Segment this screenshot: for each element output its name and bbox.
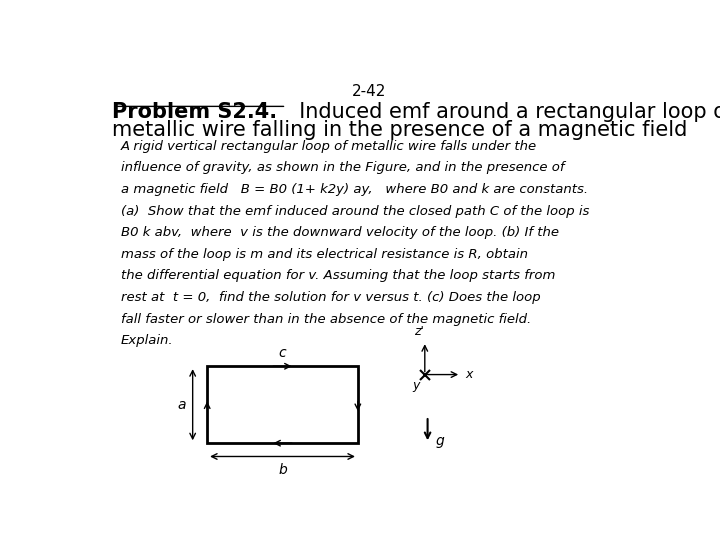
Text: Induced emf around a rectangular loop of: Induced emf around a rectangular loop of [287,102,720,122]
Text: a magnetic field   B = B0 (1+ k2y) ay,   where B0 and k are constants.: a magnetic field B = B0 (1+ k2y) ay, whe… [121,183,588,196]
Text: Problem S2.4.: Problem S2.4. [112,102,277,122]
Text: c: c [279,346,287,360]
Text: x: x [466,368,473,381]
Text: Explain.: Explain. [121,334,174,347]
Text: mass of the loop is m and its electrical resistance is R, obtain: mass of the loop is m and its electrical… [121,248,528,261]
Text: b: b [278,463,287,477]
Bar [207,366,358,443]
Text: fall faster or slower than in the absence of the magnetic field.: fall faster or slower than in the absenc… [121,313,531,326]
Text: A rigid vertical rectangular loop of metallic wire falls under the: A rigid vertical rectangular loop of met… [121,140,537,153]
Text: (a)  Show that the emf induced around the closed path C of the loop is: (a) Show that the emf induced around the… [121,205,589,218]
Text: z': z' [414,325,424,338]
Text: the differential equation for v. Assuming that the loop starts from: the differential equation for v. Assumin… [121,269,555,282]
Text: g: g [436,434,444,448]
Text: y: y [412,379,420,392]
Text: metallic wire falling in the presence of a magnetic field: metallic wire falling in the presence of… [112,120,688,140]
Text: influence of gravity, as shown in the Figure, and in the presence of: influence of gravity, as shown in the Fi… [121,161,564,174]
Text: a: a [177,398,186,411]
Text: B0 k abv,  where  v is the downward velocity of the loop. (b) If the: B0 k abv, where v is the downward veloci… [121,226,559,239]
Text: rest at  t = 0,  find the solution for v versus t. (c) Does the loop: rest at t = 0, find the solution for v v… [121,291,540,304]
Text: 2-42: 2-42 [352,84,386,98]
